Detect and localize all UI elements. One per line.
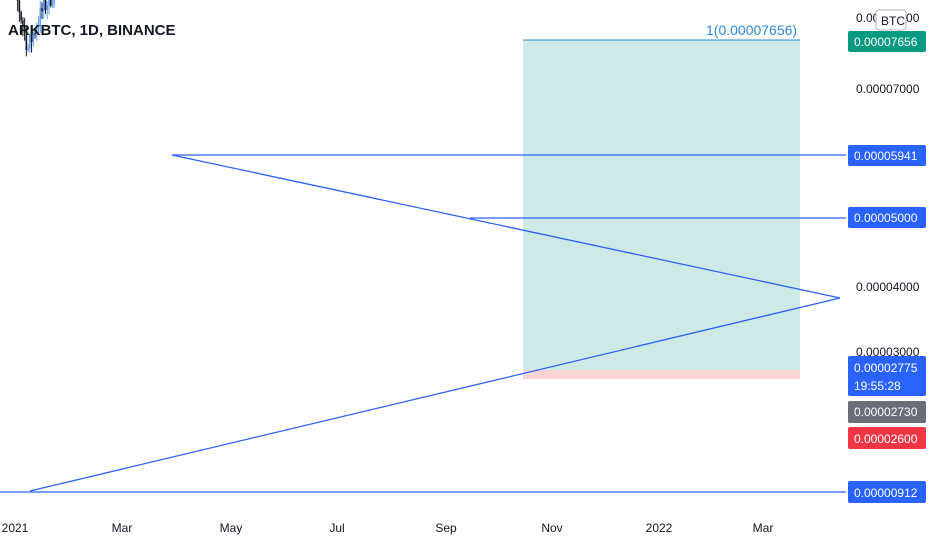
price-tag-resistance: 0.00005941 — [848, 145, 926, 166]
x-tick-label: Mar — [112, 521, 133, 535]
svg-text:0.00002600: 0.00002600 — [854, 432, 918, 446]
target-label: 1(0.00007656) — [706, 22, 797, 38]
y-tick-label: 0.00003000 — [856, 345, 920, 359]
price-tag-breakout: 0.00005000 — [848, 207, 926, 228]
svg-text:0.00007656: 0.00007656 — [854, 35, 918, 49]
x-tick-label: Jul — [329, 521, 344, 535]
profit-zone — [523, 40, 800, 370]
candle-body — [25, 30, 28, 51]
candle-body — [27, 48, 29, 51]
triangle-lower-line[interactable] — [29, 297, 841, 492]
candle-body — [20, 12, 22, 21]
x-tick-label: May — [220, 521, 243, 535]
price-tag-gray: 0.00002730 — [848, 401, 926, 423]
x-tick-label: Nov — [541, 521, 562, 535]
candle-body — [41, 7, 43, 12]
candle-body — [42, 0, 45, 12]
price-tag-stop: 0.00002600 — [848, 427, 926, 449]
candle-body — [48, 0, 50, 6]
candle-body — [53, 0, 55, 3]
price-tag-last: 0.00002775 19:55:28 — [848, 356, 926, 396]
loss-zone — [523, 370, 800, 379]
currency-badge-label: BTC — [881, 14, 905, 28]
price-tag-support: 0.00000912 — [848, 481, 926, 503]
y-tick-label: 0.00004000 — [856, 280, 920, 294]
candle-body — [23, 25, 26, 31]
svg-text:0.00002730: 0.00002730 — [854, 405, 918, 419]
currency-badge[interactable]: BTC — [875, 9, 907, 31]
triangle-upper-line[interactable] — [171, 154, 841, 299]
candle-body — [51, 2, 54, 6]
countdown-timer: 19:55:28 — [854, 379, 901, 393]
x-tick-label: Mar — [753, 521, 774, 535]
x-axis: 2021 Mar May Jul Sep Nov 2022 Mar — [2, 521, 774, 535]
x-tick-label: 2022 — [646, 521, 673, 535]
candle-body — [39, 7, 42, 27]
x-tick-label: Sep — [435, 521, 457, 535]
svg-text:0.00005000: 0.00005000 — [854, 211, 918, 225]
y-tick-label: 0.00007000 — [856, 82, 920, 96]
candle-body — [46, 5, 49, 11]
svg-text:0.00002775: 0.00002775 — [854, 361, 918, 375]
candle-body — [34, 33, 36, 35]
candle-body — [49, 0, 52, 6]
candle-body — [44, 0, 47, 11]
candle-body — [29, 34, 31, 49]
candle-body — [36, 28, 38, 34]
svg-text:0.00000912: 0.00000912 — [854, 486, 918, 500]
candle-body — [16, 0, 19, 1]
svg-text:0.00005941: 0.00005941 — [854, 149, 918, 163]
candle-body — [30, 34, 33, 43]
candle-body — [37, 26, 40, 29]
price-tag-target: 0.00007656 — [848, 31, 926, 52]
candles — [16, 0, 55, 57]
x-tick-label: 2021 — [2, 521, 29, 535]
candle-body — [32, 33, 35, 43]
candle-body — [18, 0, 21, 13]
chart-title: ARKBTC, 1D, BINANCE — [8, 22, 176, 39]
candle-body — [22, 20, 24, 26]
